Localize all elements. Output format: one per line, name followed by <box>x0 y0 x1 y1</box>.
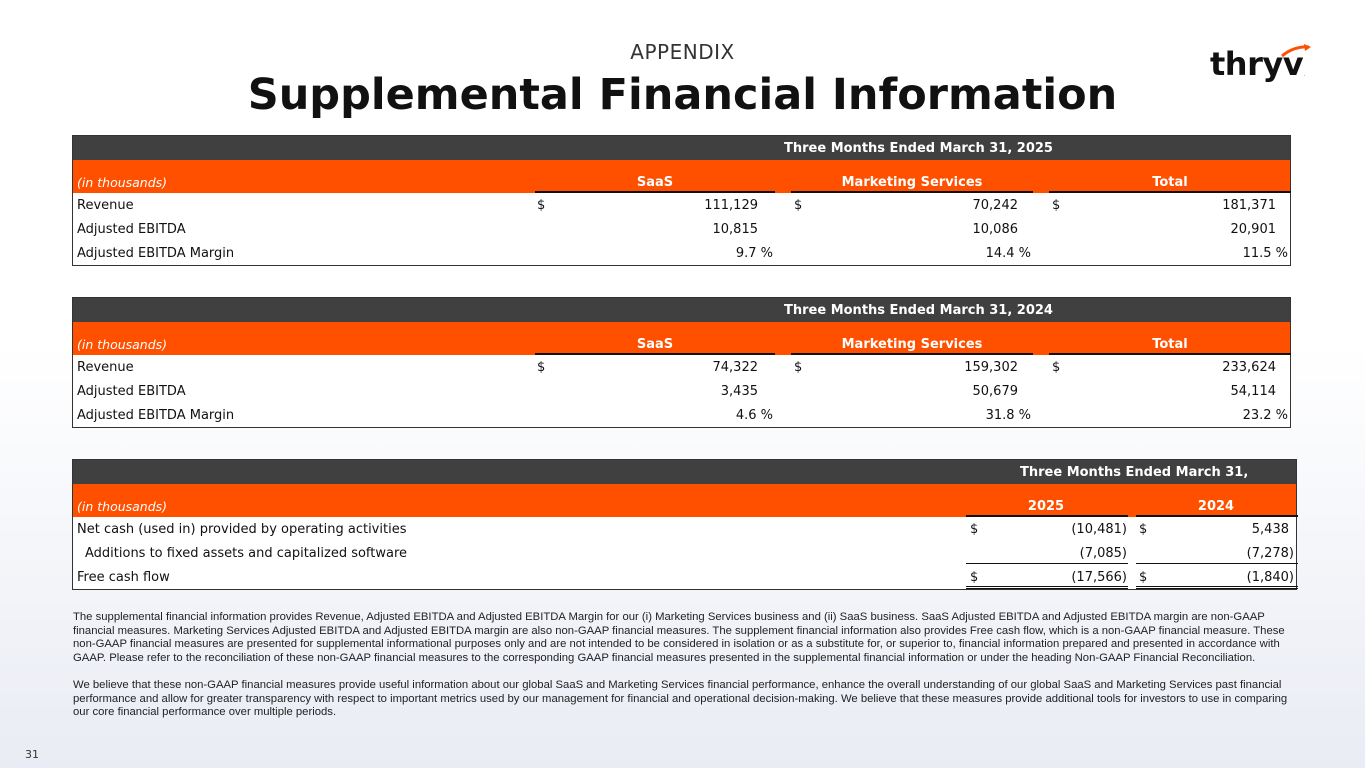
cell-value: 111,129 <box>704 198 758 213</box>
unit-label: (in thousands) <box>77 337 168 352</box>
row-label: Free cash flow <box>77 570 170 585</box>
period-label: Three Months Ended March 31, 2025 <box>784 141 1053 156</box>
cell-value: 23.2 % <box>1242 408 1288 423</box>
unit-label: (in thousands) <box>77 499 168 514</box>
col-underline <box>1049 353 1291 355</box>
cell-value: 181,371 <box>1222 198 1276 213</box>
col-saas: SaaS <box>636 337 674 352</box>
cell-value: (17,566) <box>1071 570 1127 585</box>
logo-swoosh-icon <box>1281 44 1311 58</box>
cell-value: (7,278) <box>1246 546 1294 561</box>
col-underline <box>1136 515 1298 517</box>
row-label: Revenue <box>77 360 134 375</box>
row-label: Additions to fixed assets and capitalize… <box>85 546 408 561</box>
col-total: Total <box>1152 337 1188 352</box>
cell-value: (7,085) <box>1079 546 1127 561</box>
col-total: Total <box>1152 175 1188 190</box>
table-row: Revenue $ 111,129 $ 70,242 $ 181,371 <box>73 193 1290 217</box>
table-row: Net cash (used in) provided by operating… <box>73 517 1296 541</box>
table-column-header: (in thousands) SaaS Marketing Services T… <box>73 160 1291 193</box>
currency-sign: $ <box>970 570 979 585</box>
segment-table-2025: Three Months Ended March 31, 2025 (in th… <box>72 135 1291 266</box>
currency-sign: $ <box>537 360 546 375</box>
row-label: Adjusted EBITDA <box>77 384 186 399</box>
table-row: Adjusted EBITDA Margin 4.6 % 31.8 % 23.2… <box>73 403 1290 427</box>
cell-value: 70,242 <box>972 198 1019 213</box>
row-label: Adjusted EBITDA Margin <box>77 408 235 423</box>
currency-sign: $ <box>794 198 803 213</box>
period-label: Three Months Ended March 31, 2024 <box>784 303 1053 318</box>
cell-value: 3,435 <box>720 384 758 399</box>
currency-sign: $ <box>1139 522 1148 537</box>
cell-value: 50,679 <box>972 384 1019 399</box>
currency-sign: $ <box>1052 198 1061 213</box>
col-saas: SaaS <box>636 175 674 190</box>
subtotal-underline <box>1136 563 1298 564</box>
col-2024: 2024 <box>1197 499 1235 514</box>
cell-value: 4.6 % <box>735 408 773 423</box>
subtotal-underline <box>966 563 1128 564</box>
logo-mark: . <box>1304 72 1306 78</box>
free-cash-flow-table: Three Months Ended March 31, (in thousan… <box>72 459 1298 590</box>
col-2025: 2025 <box>1027 499 1065 514</box>
currency-sign: $ <box>970 522 979 537</box>
table-column-header: (in thousands) SaaS Marketing Services T… <box>73 322 1291 355</box>
total-double-underline <box>1136 586 1298 589</box>
currency-sign: $ <box>794 360 803 375</box>
col-marketing-services: Marketing Services <box>841 337 983 352</box>
cell-value: 5,438 <box>1251 522 1289 537</box>
table-period-header: Three Months Ended March 31, <box>73 460 1296 484</box>
cell-value: 9.7 % <box>735 246 773 261</box>
col-underline <box>791 353 1033 355</box>
table-period-header: Three Months Ended March 31, 2025 <box>73 136 1290 160</box>
cell-value: 14.4 % <box>985 246 1031 261</box>
appendix-label: APPENDIX <box>630 40 735 64</box>
cell-value: (10,481) <box>1071 522 1127 537</box>
table-row: Revenue $ 74,322 $ 159,302 $ 233,624 <box>73 355 1290 379</box>
table-period-header: Three Months Ended March 31, 2024 <box>73 298 1290 322</box>
table-column-header: (in thousands) 2025 2024 <box>73 484 1298 517</box>
cell-value: 233,624 <box>1222 360 1276 375</box>
row-label: Revenue <box>77 198 134 213</box>
total-double-underline <box>966 586 1128 589</box>
row-label: Adjusted EBITDA <box>77 222 186 237</box>
page-title: Supplemental Financial Information <box>247 70 1118 120</box>
period-label: Three Months Ended March 31, <box>1020 465 1249 480</box>
currency-sign: $ <box>1052 360 1061 375</box>
thryv-logo: thryv . <box>1210 44 1311 86</box>
table-row: Additions to fixed assets and capitalize… <box>73 541 1298 565</box>
row-label: Adjusted EBITDA Margin <box>77 246 235 261</box>
cell-value: 74,322 <box>712 360 759 375</box>
currency-sign: $ <box>537 198 546 213</box>
table-row: Adjusted EBITDA 3,435 50,679 54,114 <box>73 379 1290 403</box>
cell-value: 10,086 <box>972 222 1019 237</box>
cell-value: 159,302 <box>964 360 1018 375</box>
cell-value: (1,840) <box>1246 570 1294 585</box>
col-underline <box>1049 191 1291 193</box>
table-row: Adjusted EBITDA Margin 9.7 % 14.4 % 11.5… <box>73 241 1290 265</box>
table-row: Adjusted EBITDA 10,815 10,086 20,901 <box>73 217 1290 241</box>
cell-value: 31.8 % <box>985 408 1031 423</box>
cell-value: 20,901 <box>1230 222 1277 237</box>
currency-sign: $ <box>1139 570 1148 585</box>
footnotes: The supplemental financial information p… <box>73 611 1298 720</box>
cell-value: 11.5 % <box>1242 246 1288 261</box>
page-number: 31 <box>25 748 39 761</box>
col-underline <box>966 515 1128 517</box>
unit-label: (in thousands) <box>77 175 168 190</box>
col-underline <box>791 191 1033 193</box>
cell-value: 54,114 <box>1230 384 1277 399</box>
cell-value: 10,815 <box>712 222 759 237</box>
footnote-paragraph: The supplemental financial information p… <box>73 611 1285 664</box>
row-label: Net cash (used in) provided by operating… <box>77 522 407 537</box>
col-marketing-services: Marketing Services <box>841 175 983 190</box>
col-underline <box>535 353 775 355</box>
col-underline <box>535 191 775 193</box>
footnote-paragraph: We believe that these non-GAAP financial… <box>73 678 1288 719</box>
segment-table-2024: Three Months Ended March 31, 2024 (in th… <box>72 297 1291 428</box>
table-row: Free cash flow $ (17,566) $ (1,840) <box>73 565 1298 589</box>
